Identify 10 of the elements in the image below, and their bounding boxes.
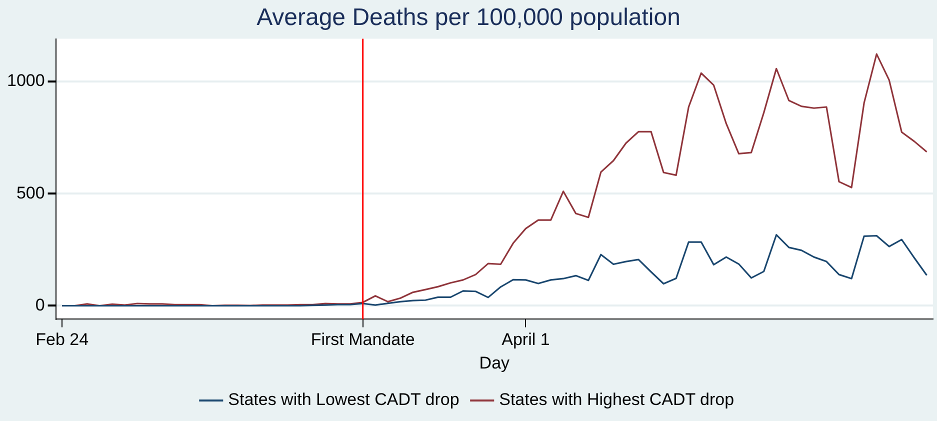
y-tick-label: 1000 [6,71,45,90]
x-tick-label: First Mandate [310,330,415,350]
chart-title: Average Deaths per 100,000 population [256,4,680,32]
x-tick-label: April 1 [502,330,550,350]
y-tick-label: 500 [16,183,45,202]
x-tick-label: Feb 24 [36,330,89,350]
x-axis-title: Day [479,353,510,372]
y-tick-label: 0 [35,295,45,314]
legend-label: States with Highest CADT drop [499,390,734,410]
legend-label: States with Lowest CADT drop [228,390,460,410]
